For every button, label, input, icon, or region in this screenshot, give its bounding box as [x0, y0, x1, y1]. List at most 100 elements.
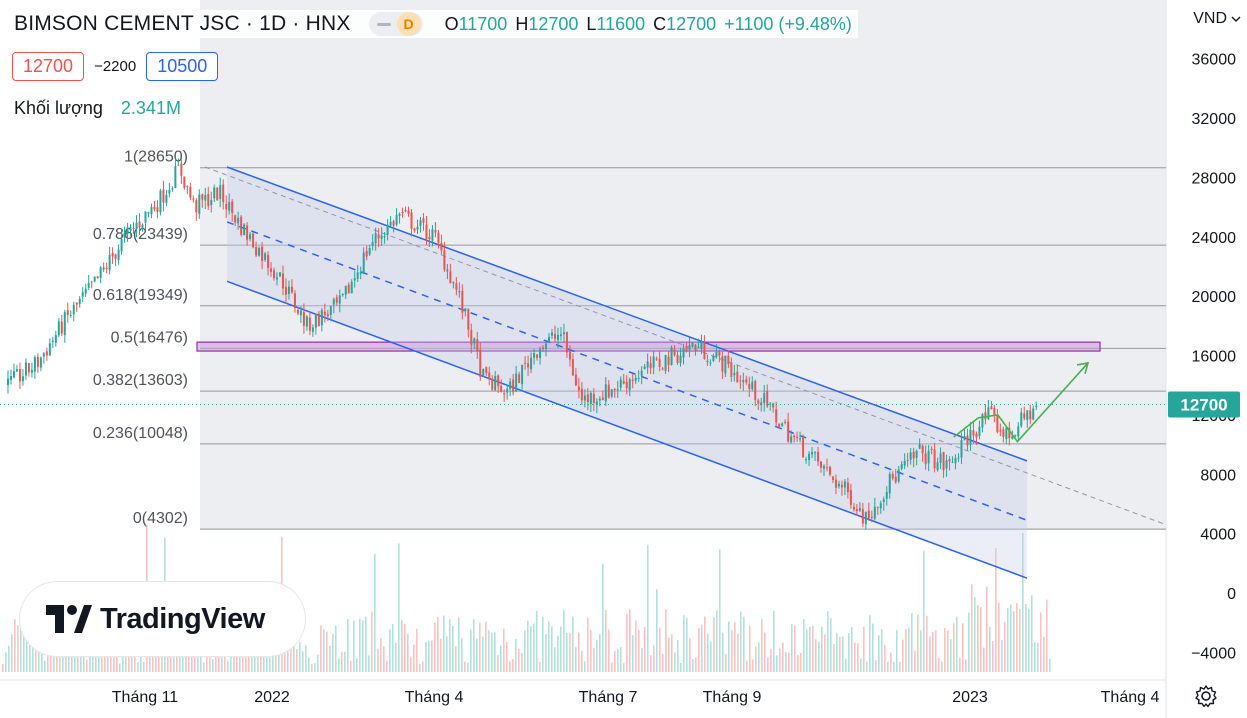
candle-body	[1026, 410, 1029, 420]
candle-body	[530, 357, 533, 370]
symbol-title[interactable]: BIMSON CEMENT JSC · 1D · HNX	[14, 12, 351, 35]
candle-body	[482, 368, 485, 376]
volume-bar	[425, 641, 427, 672]
volume-bar	[314, 662, 316, 672]
volume-bar	[665, 609, 667, 672]
volume-bar	[983, 647, 985, 672]
volume-bar	[527, 620, 529, 672]
fibonacci-retracement[interactable]: 1(28650) 0.786(23439) 0.618(19349) 0.5(1647…	[93, 149, 1166, 530]
candle-body	[817, 451, 820, 462]
candle-body	[718, 351, 721, 356]
volume-bar	[833, 644, 835, 672]
settings-gear-icon[interactable]	[1193, 683, 1219, 709]
candle-body	[1032, 408, 1035, 420]
candle-body	[237, 217, 240, 224]
candle-body	[189, 187, 192, 198]
volume-bar	[995, 547, 997, 672]
volume-bar	[701, 624, 703, 672]
volume-bar	[500, 645, 502, 672]
volume-bar	[416, 628, 418, 672]
candle-body	[966, 435, 969, 446]
candle-body	[66, 310, 69, 315]
candle-body	[637, 377, 640, 379]
candle-body	[273, 270, 276, 279]
candle-body	[192, 198, 195, 200]
candle-body	[440, 242, 443, 251]
candle-body	[284, 286, 287, 295]
volume-bar	[329, 645, 331, 672]
volume-bar	[722, 632, 724, 672]
candle-body	[150, 207, 153, 215]
candle-body	[559, 334, 562, 336]
volume-bar	[65, 651, 67, 672]
open-value: 11700	[458, 13, 508, 34]
volume-bar	[869, 615, 871, 672]
volume-bar	[668, 637, 670, 672]
candle-body	[509, 381, 512, 390]
regression-channel[interactable]	[204, 166, 1167, 579]
volume-bar	[449, 619, 451, 672]
y-tick-label: 0	[1227, 586, 1236, 603]
volume-bar	[407, 634, 409, 672]
candle-body	[769, 403, 772, 405]
candle-body	[577, 386, 580, 391]
volume-bar	[434, 622, 436, 672]
candle-body	[7, 378, 9, 385]
volume-bar	[320, 625, 322, 672]
resistance-zone[interactable]	[196, 341, 1101, 352]
volume-bar	[80, 645, 82, 672]
candle-body	[757, 400, 760, 404]
candle-body	[882, 499, 885, 503]
indicator-toggle[interactable]: D	[368, 12, 423, 36]
channel-lower-line[interactable]	[226, 280, 1028, 579]
volume-bar	[284, 650, 286, 672]
candle-body	[556, 334, 559, 341]
volume-bar	[35, 645, 37, 672]
volume-bar	[245, 646, 247, 672]
volume-bar	[560, 626, 562, 672]
volume-bar	[965, 659, 967, 672]
candle-body	[673, 349, 676, 356]
projection-arrow[interactable]	[953, 362, 1089, 443]
volume-bar	[476, 638, 478, 672]
candle-body	[981, 414, 984, 428]
volume-bar	[845, 658, 847, 672]
y-tick-label: 32000	[1192, 111, 1237, 128]
volume-bar	[785, 651, 787, 672]
candle-body	[419, 220, 422, 226]
volume-bar	[536, 610, 538, 672]
volume-bar	[185, 644, 187, 672]
candle-body	[446, 269, 449, 272]
currency-selector[interactable]: VND	[1193, 10, 1241, 28]
buy-price-box[interactable]: 10500	[146, 52, 219, 81]
x-tick-label: Tháng 4	[1101, 689, 1160, 706]
volume-bar	[959, 657, 961, 672]
volume-bar	[659, 627, 661, 672]
candle-body	[1017, 426, 1020, 437]
volume-bar	[656, 589, 658, 672]
close-label: C	[653, 13, 667, 34]
candle-body	[822, 465, 825, 469]
legend-header: BIMSON CEMENT JSC · 1D · HNX D O11700 H1…	[8, 10, 858, 38]
volume-bar	[698, 628, 700, 672]
candle-body	[825, 467, 828, 469]
candle-body	[479, 349, 482, 377]
channel-upper-line[interactable]	[226, 166, 1028, 462]
candle-body	[542, 347, 545, 350]
candle-body	[814, 452, 817, 454]
candle-body	[503, 393, 506, 395]
candle-body	[930, 448, 933, 450]
candle-body	[598, 398, 601, 401]
candle-body	[255, 247, 258, 256]
volume-bar	[944, 627, 946, 672]
candle-body	[631, 379, 634, 382]
tradingview-logo[interactable]: TradingView	[20, 582, 305, 656]
volume-bar	[8, 645, 10, 672]
sell-price-box[interactable]: 12700	[12, 52, 85, 81]
candle-body	[99, 267, 102, 278]
candle-body	[204, 195, 207, 201]
candle-body	[906, 459, 909, 461]
candle-body	[852, 506, 855, 510]
candle-body	[102, 267, 105, 270]
